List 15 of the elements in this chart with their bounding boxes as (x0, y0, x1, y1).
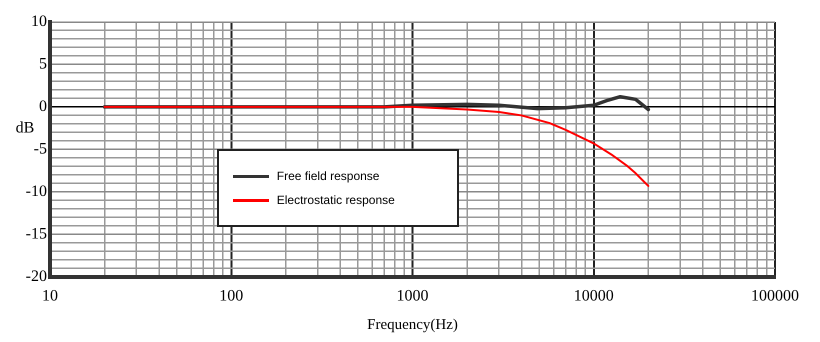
x-tick-label: 100 (219, 288, 244, 305)
x-tick-label: 100000 (751, 288, 799, 305)
y-tick-label: 0 (39, 98, 47, 116)
y-tick-label: 10 (31, 13, 47, 30)
legend-label: Electrostatic response (276, 193, 395, 208)
x-tick-label: 10000 (574, 288, 614, 305)
x-tick-label: 1000 (396, 288, 428, 305)
y-tick-label: -5 (34, 140, 47, 158)
legend-label: Free field response (276, 169, 380, 184)
y-tick-label: -20 (26, 268, 47, 286)
y-tick-label: -10 (26, 183, 47, 200)
y-tick-label: -15 (26, 226, 47, 243)
y-tick-label: 5 (39, 56, 47, 73)
y-axis-title: dB (16, 119, 34, 136)
x-axis-title: Frequency(Hz) (367, 316, 458, 333)
